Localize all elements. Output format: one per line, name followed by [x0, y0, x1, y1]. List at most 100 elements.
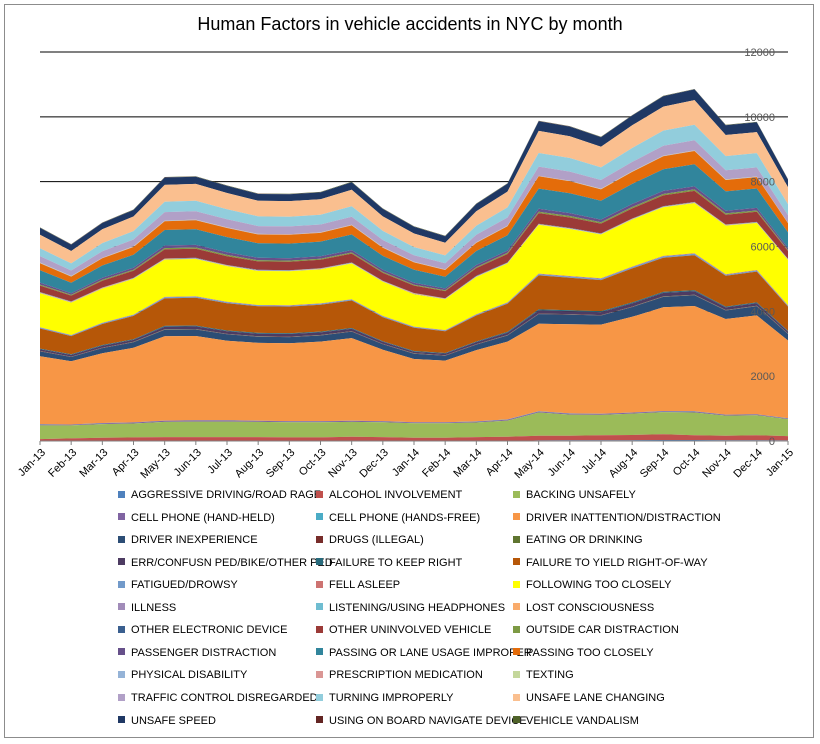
- legend-item: TEXTING: [513, 669, 574, 685]
- legend-item: FAILURE TO KEEP RIGHT: [316, 557, 462, 573]
- area-following-too-closely: [40, 203, 788, 335]
- x-tick-label: Sep-13: [264, 447, 298, 481]
- legend-item: TRAFFIC CONTROL DISREGARDED: [118, 692, 318, 708]
- legend-item: UNSAFE SPEED: [118, 715, 216, 731]
- legend-item: FATIGUED/DROWSY: [118, 579, 238, 595]
- legend-swatch: [316, 625, 323, 633]
- legend-label: PRESCRIPTION MEDICATION: [329, 669, 483, 682]
- y-tick-label: 12000: [744, 47, 775, 59]
- x-tick-label: Jun-14: [546, 447, 578, 479]
- area-alcohol-involvement: [40, 434, 788, 441]
- legend-swatch: [316, 716, 323, 724]
- x-tick-label: Jan-14: [390, 447, 422, 479]
- legend-item: PRESCRIPTION MEDICATION: [316, 669, 483, 685]
- x-tick-label: May-14: [512, 447, 546, 481]
- legend-item: LISTENING/USING HEADPHONES: [316, 602, 505, 618]
- legend-item: PHYSICAL DISABILITY: [118, 669, 247, 685]
- legend-item: USING ON BOARD NAVIGATE DEVICE: [316, 715, 527, 731]
- legend-label: OTHER UNINVOLVED VEHICLE: [329, 624, 492, 637]
- legend-swatch: [513, 648, 520, 656]
- legend-item: EATING OR DRINKING: [513, 534, 643, 550]
- legend-swatch: [513, 558, 520, 566]
- legend-swatch: [118, 558, 125, 566]
- legend-swatch: [316, 558, 323, 566]
- x-tick-label: Nov-14: [700, 447, 734, 481]
- legend-label: DRIVER INEXPERIENCE: [131, 534, 258, 547]
- legend-item: ILLNESS: [118, 602, 176, 618]
- legend-item: FELL ASLEEP: [316, 579, 400, 595]
- legend-item: BACKING UNSAFELY: [513, 489, 636, 505]
- legend-swatch: [316, 513, 323, 521]
- legend-label: PHYSICAL DISABILITY: [131, 669, 248, 682]
- area-driver-inattention-distraction: [40, 306, 788, 425]
- legend-label: CELL PHONE (HANDS-FREE): [329, 511, 481, 524]
- legend-swatch: [118, 716, 125, 724]
- legend-label: PASSENGER DISTRACTION: [131, 646, 277, 659]
- legend-label: BACKING UNSAFELY: [526, 489, 636, 501]
- y-tick-label: 10000: [744, 112, 775, 124]
- legend-item: TURNING IMPROPERLY: [316, 692, 453, 708]
- legend-item: ERR/CONFUSN PED/BIKE/OTHER PED: [118, 557, 333, 573]
- legend-swatch: [513, 693, 520, 701]
- legend-label: FAILURE TO YIELD RIGHT-OF-WAY: [526, 556, 708, 569]
- legend-label: ILLNESS: [131, 601, 177, 614]
- legend-label: PASSING TOO CLOSELY: [526, 646, 654, 659]
- x-tick-label: Nov-13: [326, 447, 360, 481]
- legend-swatch: [118, 648, 125, 656]
- legend-item: OTHER UNINVOLVED VEHICLE: [316, 624, 491, 640]
- legend-swatch: [513, 513, 520, 521]
- legend-swatch: [118, 693, 125, 701]
- x-tick-label: Jan-15: [764, 447, 796, 479]
- legend-swatch: [118, 535, 125, 543]
- area-cell-phone-hand-held: [40, 411, 788, 426]
- legend-swatch: [118, 490, 125, 498]
- legend-swatch: [513, 490, 520, 498]
- x-tick-label: Aug-13: [233, 447, 267, 481]
- legend-swatch: [513, 716, 520, 724]
- y-tick-label: 2000: [751, 371, 775, 383]
- legend-item: VEHICLE VANDALISM: [513, 715, 639, 731]
- x-tick-label: Jul-13: [205, 447, 235, 477]
- y-tick-label: 4000: [751, 306, 775, 318]
- legend-swatch: [513, 603, 520, 611]
- x-tick-label: Feb-13: [46, 447, 79, 480]
- legend-label: TURNING IMPROPERLY: [329, 691, 454, 704]
- legend-label: ERR/CONFUSN PED/BIKE/OTHER PED: [131, 556, 333, 569]
- legend-swatch: [316, 648, 323, 656]
- legend-item: OUTSIDE CAR DISTRACTION: [513, 624, 679, 640]
- legend-item: AGGRESSIVE DRIVING/ROAD RAGE: [118, 489, 321, 505]
- x-tick-label: Jan-13: [16, 447, 48, 479]
- legend-swatch: [513, 670, 520, 678]
- legend-label: FATIGUED/DROWSY: [131, 579, 238, 592]
- legend-swatch: [118, 625, 125, 633]
- legend-label: FAILURE TO KEEP RIGHT: [329, 556, 463, 569]
- legend-swatch: [118, 580, 125, 588]
- legend-label: FELL ASLEEP: [329, 579, 401, 592]
- legend-item: FAILURE TO YIELD RIGHT-OF-WAY: [513, 557, 708, 573]
- x-tick-label: Dec-13: [357, 447, 391, 481]
- legend-swatch: [118, 603, 125, 611]
- legend-item: FOLLOWING TOO CLOSELY: [513, 579, 671, 595]
- legend-label: LISTENING/USING HEADPHONES: [329, 601, 506, 614]
- chart-title: Human Factors in vehicle accidents in NY…: [197, 14, 623, 34]
- legend-label: PASSING OR LANE USAGE IMPROPER: [329, 646, 532, 659]
- legend-swatch: [513, 580, 520, 588]
- legend-swatch: [316, 603, 323, 611]
- legend-item: LOST CONSCIOUSNESS: [513, 602, 654, 618]
- legend-label: EATING OR DRINKING: [526, 534, 643, 547]
- legend-item: ALCOHOL INVOLVEMENT: [316, 489, 462, 505]
- legend-label: FOLLOWING TOO CLOSELY: [526, 579, 672, 592]
- x-tick-label: Jun-13: [172, 447, 204, 479]
- x-tick-label: Apr-13: [110, 447, 142, 479]
- legend-item: CELL PHONE (HAND-HELD): [118, 512, 275, 528]
- legend-label: DRIVER INATTENTION/DISTRACTION: [526, 511, 721, 524]
- y-tick-label: 0: [769, 436, 775, 448]
- legend-swatch: [316, 693, 323, 701]
- x-tick-label: Aug-14: [607, 447, 641, 481]
- legend-swatch: [316, 535, 323, 543]
- y-tick-label: 6000: [751, 242, 775, 254]
- legend-item: OTHER ELECTRONIC DEVICE: [118, 624, 287, 640]
- legend-item: DRIVER INATTENTION/DISTRACTION: [513, 512, 721, 528]
- legend-swatch: [316, 490, 323, 498]
